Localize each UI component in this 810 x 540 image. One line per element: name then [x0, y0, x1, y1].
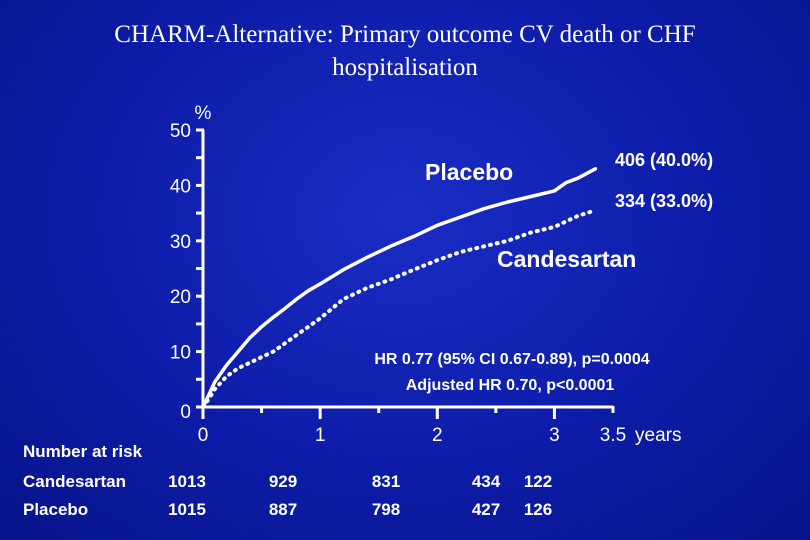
end-label-candesartan: 334 (33.0%) — [615, 191, 713, 211]
risk-value-placebo: 1015 — [168, 500, 206, 519]
y-tick-label: 0 — [180, 402, 191, 423]
chart-title-line2: hospitalisation — [332, 54, 478, 81]
risk-table-header: Number at risk — [23, 442, 143, 461]
hr-annotation-line2: Adjusted HR 0.70, p<0.0001 — [406, 377, 615, 394]
ticks: 0 10 20 30 40 50 0 1 2 3 3.5 years — [170, 121, 682, 446]
y-tick-label: 30 — [170, 232, 191, 253]
x-axis-label: years — [635, 425, 681, 446]
y-tick-label: 10 — [170, 343, 191, 364]
risk-value-candesartan: 1013 — [168, 472, 206, 491]
risk-value-placebo: 798 — [372, 500, 400, 519]
series-line-placebo — [201, 167, 598, 409]
risk-row-label-placebo: Placebo — [23, 500, 88, 519]
y-tick-label: 20 — [170, 287, 191, 308]
risk-table: Number at risk Candesartan Placebo 1013 9… — [23, 442, 552, 519]
x-tick-label: 1 — [315, 425, 326, 446]
y-tick-label: 50 — [170, 121, 191, 142]
end-label-placebo: 406 (40.0%) — [615, 150, 713, 170]
y-tick-label: 40 — [170, 176, 191, 197]
x-tick-label: 3 — [549, 425, 560, 446]
series-label-candesartan: Candesartan — [497, 246, 636, 272]
x-tick-label: 0 — [198, 425, 209, 446]
y-axis-label: % — [195, 103, 212, 124]
risk-value-candesartan: 434 — [472, 472, 501, 491]
series-label-placebo: Placebo — [425, 159, 513, 185]
risk-value-candesartan: 831 — [372, 472, 400, 491]
x-tick-label: 3.5 — [600, 425, 626, 446]
series-group — [201, 167, 598, 409]
labels-group: % Placebo Candesartan 406 (40.0%) 334 (3… — [195, 103, 714, 394]
x-tick-label: 2 — [432, 425, 443, 446]
series-line-candesartan — [201, 208, 598, 409]
risk-value-candesartan: 122 — [524, 472, 552, 491]
risk-row-label-candesartan: Candesartan — [23, 472, 126, 491]
chart-title-line1: CHARM-Alternative: Primary outcome CV de… — [114, 21, 696, 48]
risk-value-placebo: 427 — [472, 500, 500, 519]
risk-value-candesartan: 929 — [269, 472, 297, 491]
risk-value-placebo: 887 — [269, 500, 297, 519]
risk-value-placebo: 126 — [524, 500, 552, 519]
hr-annotation-line1: HR 0.77 (95% CI 0.67-0.89), p=0.0004 — [374, 351, 649, 368]
chart-title: CHARM-Alternative: Primary outcome CV de… — [0, 18, 810, 84]
